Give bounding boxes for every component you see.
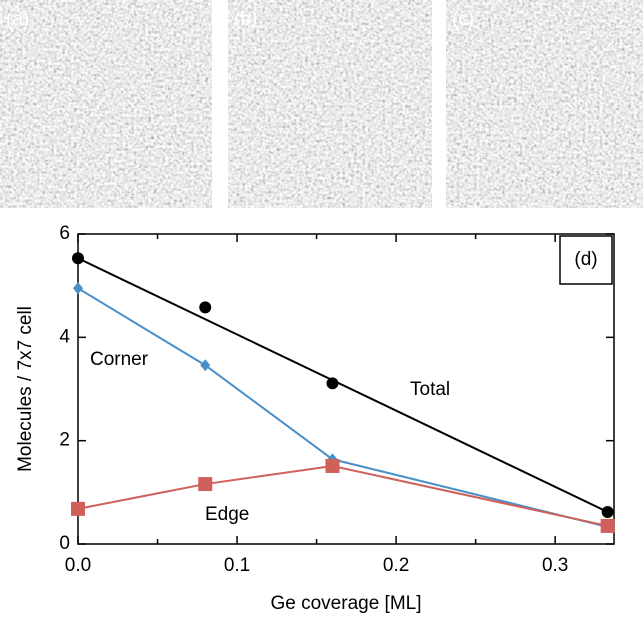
marker [72, 252, 84, 265]
y-tick-label: 6 [59, 223, 70, 244]
stm-images: (a) (b) (c) [0, 0, 643, 208]
y-tick-label: 0 [59, 533, 70, 554]
stm-image [0, 0, 212, 208]
x-tick-label: 0.3 [542, 555, 568, 576]
marker [71, 501, 85, 516]
plot-frame [77, 233, 615, 545]
series-line [77, 287, 608, 528]
marker [199, 301, 212, 314]
marker [326, 377, 339, 390]
series-label: Edge [205, 504, 249, 525]
panel-label: (c) [452, 9, 474, 30]
marker [198, 477, 213, 492]
y-tick-label: 2 [59, 430, 70, 451]
panel-label: (b) [234, 9, 257, 30]
marker [601, 505, 614, 518]
series-label: Total [410, 379, 450, 400]
y-axis-label: Molecules / 7x7 cell [15, 306, 36, 472]
y-tick-label: 4 [59, 326, 70, 347]
panel-label: (d) [574, 249, 597, 270]
x-axis-label: Ge coverage [ML] [270, 593, 421, 614]
stm-image [228, 0, 432, 208]
series-line [77, 464, 608, 527]
x-tick-label: 0.2 [383, 555, 409, 576]
panel-box [559, 235, 613, 285]
panel-label: (a) [6, 9, 29, 30]
marker [325, 458, 340, 473]
stm-image [446, 0, 643, 208]
marker [600, 518, 615, 533]
marker [73, 282, 83, 295]
marker [200, 359, 211, 372]
x-tick-label: 0.1 [224, 555, 250, 576]
x-tick-label: 0.0 [65, 555, 91, 576]
series-label: Corner [90, 349, 149, 370]
trend-line [77, 257, 609, 513]
